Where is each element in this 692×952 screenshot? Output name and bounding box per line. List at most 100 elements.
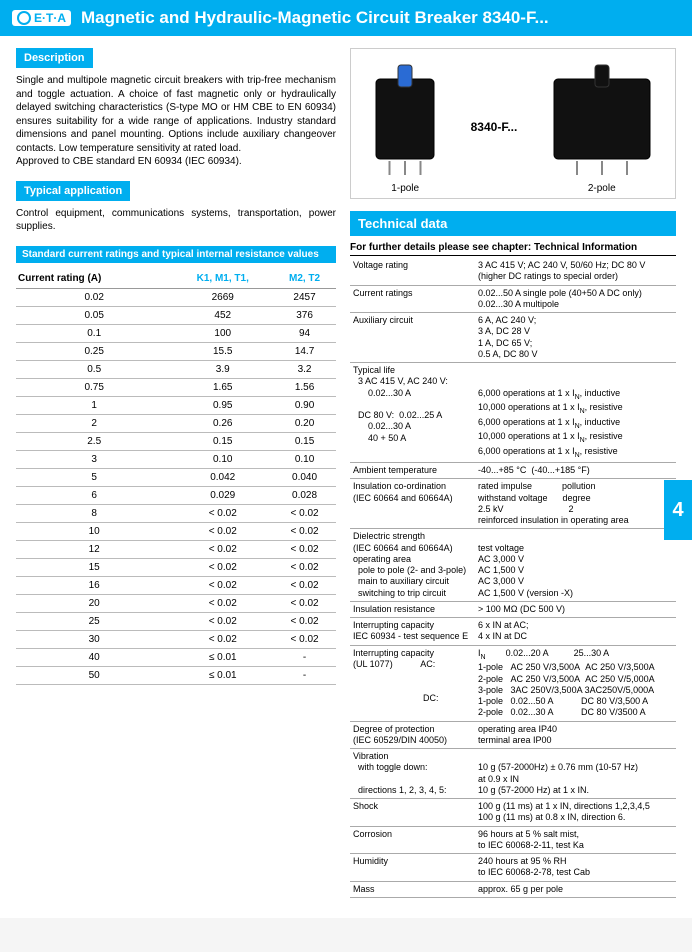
table-cell: < 0.02 — [172, 612, 273, 630]
tech-value: rated impulse pollutionwithstand voltage… — [475, 479, 676, 529]
table-cell: 0.5 — [16, 360, 172, 378]
tech-key: Auxiliary circuit — [350, 313, 475, 363]
table-row: 0.0226692457 — [16, 288, 336, 306]
tech-value: 3 AC 415 V; AC 240 V, 50/60 Hz; DC 80 V(… — [475, 258, 676, 285]
table-cell: 1.56 — [273, 378, 336, 396]
top-banner: E·T·A Magnetic and Hydraulic-Magnetic Ci… — [0, 0, 692, 36]
table-row: 0.53.93.2 — [16, 360, 336, 378]
table-cell: 25 — [16, 612, 172, 630]
table-row: 0.110094 — [16, 324, 336, 342]
table-cell: 30 — [16, 630, 172, 648]
table-cell: < 0.02 — [273, 522, 336, 540]
technical-subheading: For further details please see chapter: … — [350, 240, 676, 256]
tech-row: Current ratings0.02...50 A single pole (… — [350, 285, 676, 313]
model-label: 8340-F... — [471, 120, 518, 134]
table-cell: < 0.02 — [172, 630, 273, 648]
table-cell: 0.05 — [16, 306, 172, 324]
tech-value: 96 hours at 5 % salt mist,to IEC 60068-2… — [475, 826, 676, 854]
table-row: 12< 0.02< 0.02 — [16, 540, 336, 558]
table-cell: 0.95 — [172, 396, 273, 414]
table-cell: ≤ 0.01 — [172, 648, 273, 666]
product-image-panel: 1-pole 8340-F... 2-pole — [350, 48, 676, 199]
technical-heading: Technical data — [350, 211, 676, 236]
tech-row: Vibration with toggle down: directions 1… — [350, 749, 676, 799]
table-cell: 1 — [16, 396, 172, 414]
table-cell: 5 — [16, 468, 172, 486]
table-cell: 0.1 — [16, 324, 172, 342]
chapter-tab: 4 — [664, 480, 692, 540]
table-cell: 0.15 — [273, 432, 336, 450]
tech-row: Voltage rating3 AC 415 V; AC 240 V, 50/6… — [350, 258, 676, 285]
table-cell: 6 — [16, 486, 172, 504]
product-1pole: 1-pole — [374, 59, 436, 194]
table-cell: - — [273, 666, 336, 684]
table-row: 15< 0.02< 0.02 — [16, 558, 336, 576]
tech-row: Shock100 g (11 ms) at 1 x IN, directions… — [350, 799, 676, 827]
tech-row: Ambient temperature-40...+85 °C (-40...+… — [350, 463, 676, 479]
table-cell: 0.10 — [172, 450, 273, 468]
table-row: 50≤ 0.01- — [16, 666, 336, 684]
tech-value: 0.02...50 A single pole (40+50 A DC only… — [475, 285, 676, 313]
table-cell: 452 — [172, 306, 273, 324]
tech-row: Corrosion96 hours at 5 % salt mist,to IE… — [350, 826, 676, 854]
table-cell: 94 — [273, 324, 336, 342]
table-cell: 0.15 — [172, 432, 273, 450]
tech-key: Insulation resistance — [350, 601, 475, 617]
table-row: 2.50.150.15 — [16, 432, 336, 450]
description-text: Single and multipole magnetic circuit br… — [16, 74, 336, 169]
tech-value: -40...+85 °C (-40...+185 °F) — [475, 463, 676, 479]
table-row: 0.2515.514.7 — [16, 342, 336, 360]
table-row: 30< 0.02< 0.02 — [16, 630, 336, 648]
product-label: 2-pole — [588, 183, 616, 194]
tech-row: Interrupting capacity(UL 1077) AC: DC:IN… — [350, 645, 676, 721]
tech-row: Humidity240 hours at 95 % RHto IEC 60068… — [350, 854, 676, 882]
table-row: 50.0420.040 — [16, 468, 336, 486]
table-cell: 0.25 — [16, 342, 172, 360]
table-cell: 0.75 — [16, 378, 172, 396]
tech-value: 6 x IN at AC;4 x IN at DC — [475, 618, 676, 646]
tech-key: Interrupting capacityIEC 60934 - test se… — [350, 618, 475, 646]
tech-key: Interrupting capacity(UL 1077) AC: DC: — [350, 645, 475, 721]
tech-key: Insulation co-ordination(IEC 60664 and 6… — [350, 479, 475, 529]
left-column: Description Single and multipole magneti… — [16, 48, 336, 898]
table-cell: < 0.02 — [172, 504, 273, 522]
tech-key: Corrosion — [350, 826, 475, 854]
table-cell: 0.02 — [16, 288, 172, 306]
tech-row: Degree of protection(IEC 60529/DIN 40050… — [350, 721, 676, 749]
table-row: 30.100.10 — [16, 450, 336, 468]
tech-row: Typical life 3 AC 415 V, AC 240 V: 0.02.… — [350, 363, 676, 463]
tech-value: 100 g (11 ms) at 1 x IN, directions 1,2,… — [475, 799, 676, 827]
tech-key: Typical life 3 AC 415 V, AC 240 V: 0.02.… — [350, 363, 475, 463]
table-cell: 40 — [16, 648, 172, 666]
tech-value: 6 A, AC 240 V;3 A, DC 28 V1 A, DC 65 V;0… — [475, 313, 676, 363]
table-cell: 2.5 — [16, 432, 172, 450]
ratings-row-header: Current rating (A) — [16, 269, 172, 289]
tech-key: Current ratings — [350, 285, 475, 313]
table-cell: 2457 — [273, 288, 336, 306]
product-label: 1-pole — [391, 183, 419, 194]
tech-key: Ambient temperature — [350, 463, 475, 479]
table-cell: 3.2 — [273, 360, 336, 378]
tech-value: 240 hours at 95 % RHto IEC 60068-2-78, t… — [475, 854, 676, 882]
table-cell: < 0.02 — [172, 540, 273, 558]
application-text: Control equipment, communications system… — [16, 207, 336, 234]
table-row: 40≤ 0.01- — [16, 648, 336, 666]
table-row: 25< 0.02< 0.02 — [16, 612, 336, 630]
tech-value: 10 g (57-2000Hz) ± 0.76 mm (10-57 Hz)at … — [475, 749, 676, 799]
table-cell: < 0.02 — [273, 540, 336, 558]
product-2pole: 2-pole — [552, 59, 652, 194]
table-cell: 0.26 — [172, 414, 273, 432]
ratings-col-header: M2, T2 — [273, 269, 336, 289]
tech-value: approx. 65 g per pole — [475, 881, 676, 897]
table-cell: 2 — [16, 414, 172, 432]
ratings-table: Current rating (A) K1, M1, T1, M2, T2 0.… — [16, 269, 336, 685]
table-cell: < 0.02 — [172, 558, 273, 576]
tech-row: Auxiliary circuit6 A, AC 240 V;3 A, DC 2… — [350, 313, 676, 363]
table-row: 20.260.20 — [16, 414, 336, 432]
table-cell: 16 — [16, 576, 172, 594]
table-cell: 1.65 — [172, 378, 273, 396]
tech-key: Degree of protection(IEC 60529/DIN 40050… — [350, 721, 475, 749]
table-cell: 15.5 — [172, 342, 273, 360]
table-cell: 3 — [16, 450, 172, 468]
tech-value: 6,000 operations at 1 x IN, inductive10,… — [475, 363, 676, 463]
